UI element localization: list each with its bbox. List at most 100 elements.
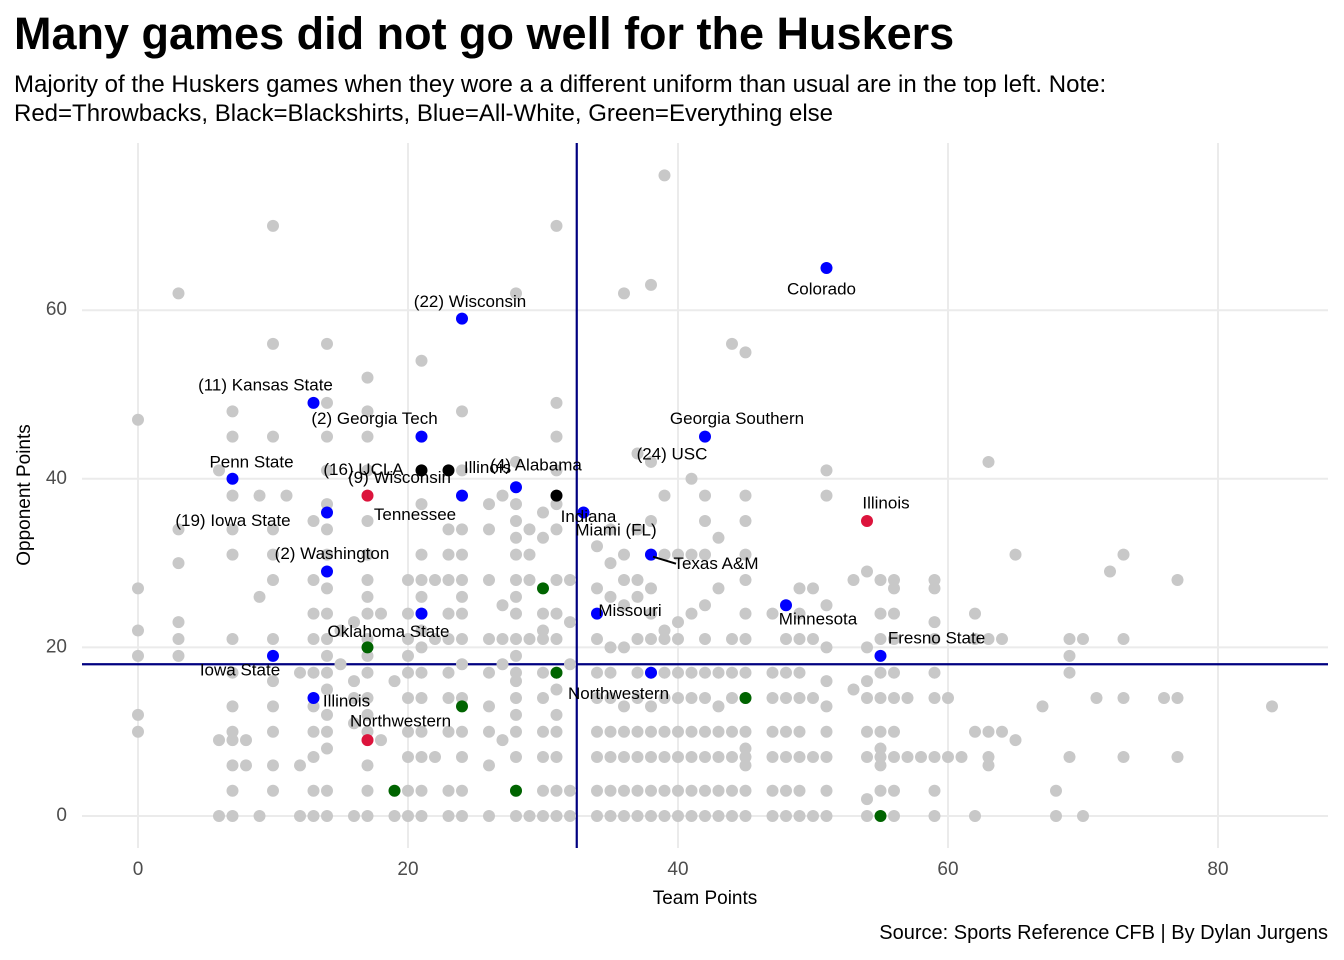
- game-point: [510, 531, 522, 544]
- game-point: [321, 649, 333, 662]
- game-point: [1009, 548, 1022, 561]
- game-point: [604, 784, 617, 797]
- game-point: [1090, 691, 1103, 704]
- game-point: [550, 396, 563, 409]
- game-point: [699, 599, 711, 612]
- game-point: [496, 632, 509, 645]
- uniform-game-point: [361, 489, 374, 502]
- game-point: [1171, 691, 1184, 704]
- game-point: [172, 616, 185, 629]
- game-point: [361, 810, 374, 822]
- game-point: [726, 666, 738, 679]
- game-point: [982, 759, 995, 772]
- game-point: [766, 666, 779, 679]
- game-point: [172, 523, 185, 536]
- game-point: [442, 725, 455, 738]
- uniform-game-point: [361, 734, 374, 747]
- game-point: [361, 430, 374, 443]
- game-point: [928, 632, 941, 645]
- game-point: [618, 750, 630, 763]
- game-point: [766, 784, 779, 797]
- game-label: Miami (FL): [575, 520, 656, 539]
- game-point: [415, 750, 428, 763]
- game-point: [442, 810, 455, 822]
- game-point: [685, 607, 698, 620]
- game-point: [550, 607, 563, 620]
- game-point: [361, 548, 374, 561]
- game-point: [726, 691, 738, 704]
- game-label: (19) Iowa State: [175, 511, 290, 530]
- game-point: [226, 810, 239, 822]
- game-point: [321, 742, 333, 755]
- game-point: [780, 750, 792, 763]
- game-point: [685, 810, 698, 822]
- game-point: [807, 691, 819, 704]
- game-point: [483, 523, 495, 536]
- game-point: [739, 810, 752, 822]
- game-point: [334, 658, 347, 671]
- game-point: [267, 573, 279, 586]
- y-tick-label: 60: [46, 299, 67, 320]
- game-point: [982, 750, 995, 763]
- game-point: [712, 810, 725, 822]
- game-point: [874, 725, 887, 738]
- game-point: [861, 641, 873, 654]
- game-point: [618, 573, 630, 586]
- game-point: [672, 784, 684, 797]
- game-point: [618, 725, 630, 738]
- game-point: [618, 548, 630, 561]
- game-point: [618, 641, 630, 654]
- game-point: [456, 658, 468, 671]
- game-point: [996, 632, 1008, 645]
- game-point: [672, 810, 684, 822]
- game-label: Missouri: [598, 601, 661, 620]
- game-point: [307, 573, 320, 586]
- uniform-game-point: [267, 649, 279, 662]
- game-label: Colorado: [787, 280, 856, 299]
- game-point: [901, 691, 914, 704]
- game-point: [456, 607, 468, 620]
- game-point: [996, 725, 1008, 738]
- game-point: [510, 725, 522, 738]
- game-point: [550, 632, 563, 645]
- game-point: [888, 607, 900, 620]
- game-point: [429, 573, 441, 586]
- game-point: [510, 708, 522, 721]
- game-labels-layer: Illinois (9) Wisconsin Northwestern (16) UC…: [175, 280, 985, 731]
- game-point: [402, 725, 414, 738]
- game-point: [766, 725, 779, 738]
- game-point: [1171, 573, 1184, 586]
- game-point: [955, 750, 968, 763]
- game-point: [631, 666, 644, 679]
- game-point: [645, 514, 657, 527]
- game-point: [631, 725, 644, 738]
- game-point: [213, 734, 225, 747]
- game-point: [213, 810, 225, 822]
- game-point: [361, 708, 374, 721]
- game-point: [1063, 632, 1076, 645]
- game-point: [321, 548, 333, 561]
- background-games-layer: [132, 169, 1278, 822]
- uniform-game-point: [739, 691, 752, 704]
- game-point: [456, 405, 468, 418]
- game-point: [618, 287, 630, 300]
- game-point: [672, 666, 684, 679]
- game-point: [510, 548, 522, 561]
- game-point: [618, 599, 630, 612]
- game-point: [982, 632, 995, 645]
- game-point: [645, 725, 657, 738]
- game-point: [361, 514, 374, 527]
- game-point: [267, 759, 279, 772]
- game-label: (24) USC: [637, 444, 708, 463]
- game-point: [226, 700, 239, 713]
- game-point: [591, 540, 603, 553]
- game-label: Oklahoma State: [328, 622, 450, 641]
- game-point: [267, 337, 279, 350]
- game-point: [591, 784, 603, 797]
- game-point: [523, 632, 536, 645]
- game-point: [294, 666, 306, 679]
- game-point: [321, 430, 333, 443]
- game-point: [780, 632, 792, 645]
- game-point: [699, 750, 711, 763]
- game-point: [685, 691, 698, 704]
